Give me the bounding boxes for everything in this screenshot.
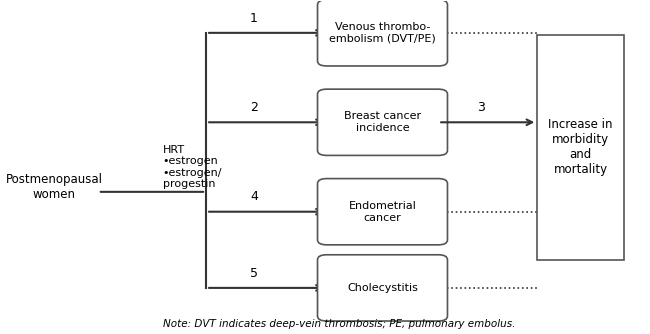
Text: HRT
•estrogen
•estrogen/
progestin: HRT •estrogen •estrogen/ progestin <box>162 145 222 189</box>
Text: Cholecystitis: Cholecystitis <box>347 283 418 293</box>
Text: Breast cancer
incidence: Breast cancer incidence <box>344 112 421 133</box>
Text: Venous thrombo-
embolism (DVT/PE): Venous thrombo- embolism (DVT/PE) <box>329 22 436 44</box>
FancyBboxPatch shape <box>317 89 447 155</box>
Text: Postmenopausal
women: Postmenopausal women <box>6 173 103 201</box>
Text: Endometrial
cancer: Endometrial cancer <box>348 201 417 222</box>
FancyBboxPatch shape <box>317 0 447 66</box>
Text: 5: 5 <box>250 267 258 280</box>
Text: 2: 2 <box>250 101 258 114</box>
Text: 1: 1 <box>250 12 258 25</box>
Bar <box>537 34 624 260</box>
Text: Increase in
morbidity
and
mortality: Increase in morbidity and mortality <box>549 118 613 176</box>
Text: 4: 4 <box>250 190 258 203</box>
FancyBboxPatch shape <box>317 179 447 245</box>
Text: Note: DVT indicates deep-vein thrombosis; PE, pulmonary embolus.: Note: DVT indicates deep-vein thrombosis… <box>163 319 515 329</box>
FancyBboxPatch shape <box>317 255 447 321</box>
Text: 3: 3 <box>478 101 486 114</box>
